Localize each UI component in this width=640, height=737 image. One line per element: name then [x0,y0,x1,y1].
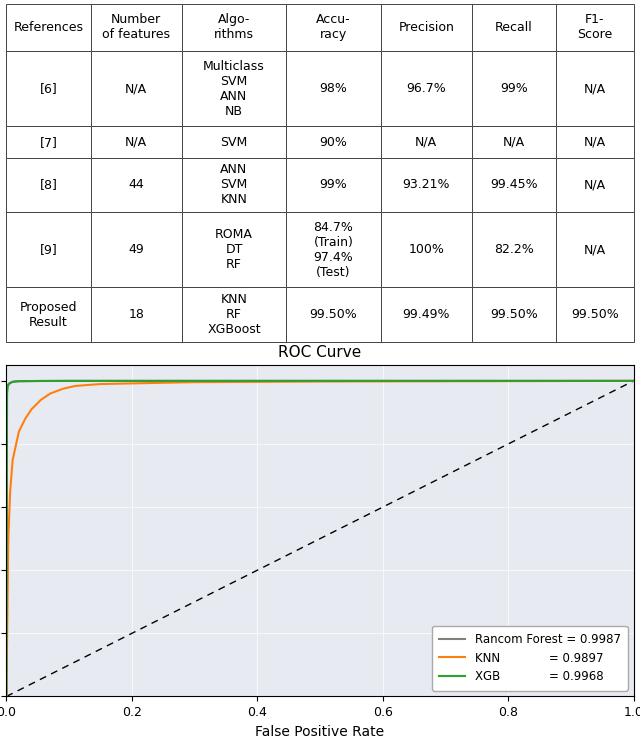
KNN             = 0.9897 [15,427,23,436]
Rancom Forest = 0.9987 [15,377,23,385]
XGB             = 0.9968 [5,380,13,388]
Rancom Forest = 0.9987 [65,377,73,385]
Rancom Forest = 0.9987 [3,692,10,701]
KNN             = 0.9897 [6,487,14,496]
KNN             = 0.9897 [630,377,637,385]
X-axis label: False Positive Rate: False Positive Rate [255,724,385,737]
XGB             = 0.9968 [34,377,42,385]
KNN             = 0.9897 [97,380,104,388]
Rancom Forest = 0.9987 [34,377,42,385]
KNN             = 0.9897 [37,395,45,404]
Rancom Forest = 0.9987 [3,386,11,395]
KNN             = 0.9897 [316,377,324,386]
KNN             = 0.9897 [28,405,35,413]
KNN             = 0.9897 [3,692,10,701]
KNN             = 0.9897 [59,385,67,394]
XGB             = 0.9968 [6,379,14,388]
XGB             = 0.9968 [8,378,15,387]
XGB             = 0.9968 [630,377,637,385]
XGB             = 0.9968 [15,377,23,385]
XGB             = 0.9968 [4,383,12,391]
Rancom Forest = 0.9987 [4,381,12,390]
Rancom Forest = 0.9987 [316,377,324,385]
XGB             = 0.9968 [65,377,73,385]
KNN             = 0.9897 [191,378,198,387]
KNN             = 0.9897 [9,455,17,464]
KNN             = 0.9897 [4,534,12,543]
KNN             = 0.9897 [72,382,79,391]
Line: XGB             = 0.9968: XGB = 0.9968 [6,381,634,696]
XGB             = 0.9968 [9,377,17,386]
KNN             = 0.9897 [47,389,54,398]
Rancom Forest = 0.9987 [9,377,17,386]
Line: Rancom Forest = 0.9987: Rancom Forest = 0.9987 [6,381,634,696]
Legend: Rancom Forest = 0.9987, KNN             = 0.9897, XGB             = 0.9968: Rancom Forest = 0.9987, KNN = 0.9897, XG… [432,626,628,691]
Rancom Forest = 0.9987 [8,378,15,387]
Rancom Forest = 0.9987 [5,380,13,388]
XGB             = 0.9968 [12,377,20,385]
Line: KNN             = 0.9897: KNN = 0.9897 [6,381,634,696]
Title: ROC Curve: ROC Curve [278,345,362,360]
Rancom Forest = 0.9987 [6,378,14,387]
XGB             = 0.9968 [3,389,11,398]
XGB             = 0.9968 [3,692,10,701]
XGB             = 0.9968 [316,377,324,385]
KNN             = 0.9897 [21,414,29,423]
Rancom Forest = 0.9987 [630,377,637,385]
